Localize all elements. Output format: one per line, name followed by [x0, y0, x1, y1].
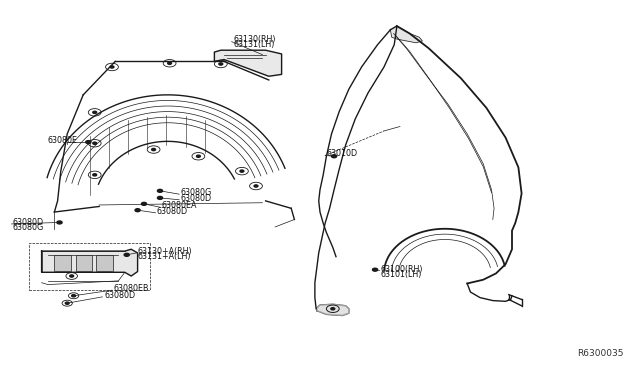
- Circle shape: [93, 174, 97, 176]
- Text: 63131(LH): 63131(LH): [234, 40, 275, 49]
- Circle shape: [332, 155, 337, 158]
- Circle shape: [86, 141, 91, 144]
- Text: 63080G: 63080G: [180, 188, 212, 197]
- Circle shape: [70, 275, 74, 277]
- FancyBboxPatch shape: [76, 255, 92, 271]
- FancyBboxPatch shape: [54, 255, 71, 271]
- Text: 63130+A(RH): 63130+A(RH): [138, 247, 192, 256]
- Text: 63100(RH): 63100(RH): [381, 264, 423, 273]
- Circle shape: [110, 66, 114, 68]
- Circle shape: [141, 202, 147, 205]
- Circle shape: [254, 185, 258, 187]
- Text: 63080D: 63080D: [180, 194, 212, 203]
- Text: 63080D: 63080D: [13, 218, 44, 227]
- Text: 63101(LH): 63101(LH): [381, 270, 422, 279]
- Text: 63080E: 63080E: [48, 136, 78, 145]
- Circle shape: [124, 253, 129, 256]
- FancyBboxPatch shape: [96, 255, 113, 271]
- Circle shape: [219, 63, 223, 65]
- Circle shape: [157, 196, 163, 199]
- Circle shape: [93, 142, 97, 144]
- Text: 63080G: 63080G: [13, 223, 44, 232]
- Text: 63130(RH): 63130(RH): [234, 35, 276, 44]
- Text: R6300035: R6300035: [577, 349, 624, 358]
- Text: 63080EB: 63080EB: [114, 284, 149, 293]
- Circle shape: [331, 308, 335, 310]
- Text: 63080D: 63080D: [157, 207, 188, 216]
- Text: 63080EA: 63080EA: [161, 201, 196, 210]
- Circle shape: [157, 189, 163, 192]
- Circle shape: [72, 295, 76, 297]
- Text: 63010D: 63010D: [326, 149, 358, 158]
- Text: 63131+A(LH): 63131+A(LH): [138, 252, 191, 261]
- Circle shape: [93, 111, 97, 113]
- Circle shape: [196, 155, 200, 157]
- Circle shape: [372, 268, 378, 271]
- Text: 63080D: 63080D: [104, 291, 136, 299]
- Polygon shape: [42, 249, 138, 276]
- Circle shape: [135, 209, 140, 212]
- Polygon shape: [317, 304, 349, 315]
- Polygon shape: [214, 50, 282, 76]
- Circle shape: [168, 62, 172, 64]
- Circle shape: [240, 170, 244, 172]
- Circle shape: [152, 148, 156, 151]
- Circle shape: [57, 221, 62, 224]
- Polygon shape: [390, 26, 422, 43]
- Circle shape: [65, 302, 69, 304]
